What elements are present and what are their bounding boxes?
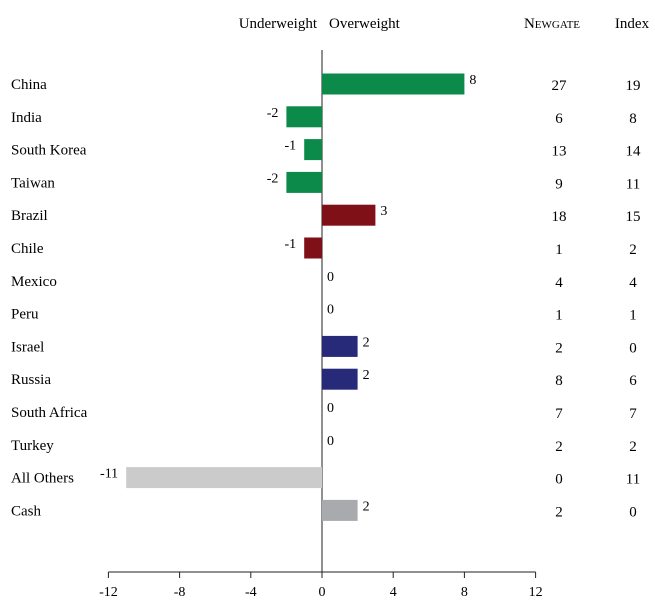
category-label: Mexico bbox=[11, 274, 57, 290]
data-label: 2 bbox=[363, 368, 370, 383]
category-label: Cash bbox=[11, 503, 42, 519]
category-label: Chile bbox=[11, 241, 44, 257]
newgate-value: 2 bbox=[555, 439, 563, 455]
bar bbox=[286, 106, 322, 128]
newgate-value: 8 bbox=[555, 373, 563, 389]
newgate-value: 1 bbox=[555, 308, 563, 324]
bar bbox=[322, 73, 465, 95]
index-header: Index bbox=[615, 16, 650, 32]
x-axis: -12 -8 -4 0 4 8 12 bbox=[99, 571, 543, 600]
index-value: 14 bbox=[626, 144, 642, 160]
newgate-value: 2 bbox=[555, 504, 563, 520]
newgate-value: 13 bbox=[552, 144, 567, 160]
newgate-value: 4 bbox=[555, 275, 563, 291]
index-value: 0 bbox=[629, 340, 637, 356]
index-value: 0 bbox=[629, 504, 637, 520]
data-label: 3 bbox=[380, 204, 387, 219]
category-label: South Korea bbox=[11, 143, 87, 159]
newgate-value: 18 bbox=[552, 209, 567, 225]
x-tick-label: 4 bbox=[390, 585, 397, 600]
newgate-value: 6 bbox=[555, 111, 563, 127]
bar bbox=[322, 499, 358, 521]
bar bbox=[126, 467, 322, 489]
index-value: 2 bbox=[629, 242, 637, 258]
category-label: Peru bbox=[11, 307, 39, 323]
x-tick-label: -8 bbox=[174, 585, 186, 600]
data-label: 0 bbox=[327, 303, 334, 318]
x-tick-label: 12 bbox=[529, 585, 543, 600]
data-label: -2 bbox=[267, 171, 279, 186]
newgate-value: 9 bbox=[555, 176, 563, 192]
data-label: -11 bbox=[100, 467, 118, 482]
data-label: 0 bbox=[327, 401, 334, 416]
data-label: -1 bbox=[285, 139, 297, 154]
index-value: 11 bbox=[626, 472, 640, 488]
index-value: 11 bbox=[626, 176, 640, 192]
data-label: 2 bbox=[363, 335, 370, 350]
index-value: 8 bbox=[629, 111, 637, 127]
data-label: 0 bbox=[327, 270, 334, 285]
underweight-header: Underweight bbox=[239, 16, 318, 32]
chart-header: Underweight Overweight Newgate Index bbox=[239, 16, 650, 32]
newgate-value: 0 bbox=[555, 472, 563, 488]
index-value: 2 bbox=[629, 439, 637, 455]
bar bbox=[286, 171, 322, 193]
index-value: 6 bbox=[629, 373, 637, 389]
category-label: All Others bbox=[11, 471, 74, 487]
newgate-value: 2 bbox=[555, 340, 563, 356]
category-label: India bbox=[11, 110, 42, 126]
overweight-header: Overweight bbox=[329, 16, 401, 32]
x-tick-label: -4 bbox=[245, 585, 257, 600]
category-label: Israel bbox=[11, 339, 44, 355]
data-label: -2 bbox=[267, 106, 279, 121]
x-tick-label: 0 bbox=[319, 585, 326, 600]
category-label: Brazil bbox=[11, 208, 48, 224]
x-tick-label: -12 bbox=[99, 585, 118, 600]
newgate-value: 27 bbox=[552, 78, 568, 94]
index-value: 7 bbox=[629, 406, 637, 422]
category-label: Taiwan bbox=[11, 175, 55, 191]
category-label: Turkey bbox=[11, 438, 54, 454]
bar bbox=[322, 335, 358, 357]
data-label: 2 bbox=[363, 499, 370, 514]
index-value: 4 bbox=[629, 275, 637, 291]
newgate-value: 1 bbox=[555, 242, 563, 258]
bar bbox=[304, 237, 322, 259]
newgate-header: Newgate bbox=[524, 16, 580, 32]
data-label: 8 bbox=[469, 73, 476, 88]
category-label: China bbox=[11, 77, 47, 93]
category-label: Russia bbox=[11, 372, 51, 388]
index-value: 15 bbox=[626, 209, 641, 225]
newgate-value: 7 bbox=[555, 406, 563, 422]
data-label: 0 bbox=[327, 434, 334, 449]
x-tick-label: 8 bbox=[461, 585, 468, 600]
index-value: 19 bbox=[626, 78, 641, 94]
bar bbox=[304, 139, 322, 161]
bar bbox=[322, 368, 358, 390]
index-value: 1 bbox=[629, 308, 637, 324]
bar bbox=[322, 204, 376, 226]
category-label: South Africa bbox=[11, 405, 88, 421]
data-label: -1 bbox=[285, 237, 297, 252]
